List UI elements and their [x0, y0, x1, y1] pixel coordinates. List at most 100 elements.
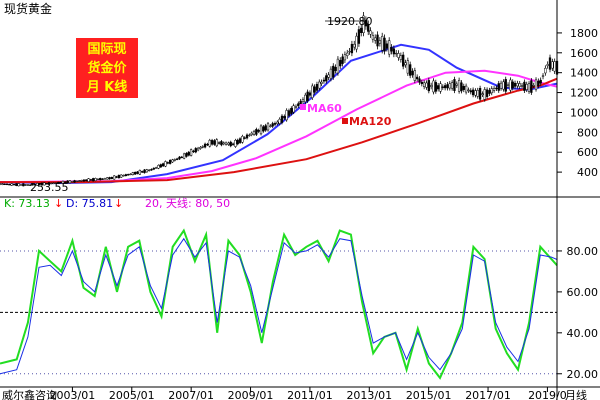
candle-body	[106, 177, 109, 180]
ma60-label: MA60	[307, 102, 342, 115]
candle-body	[483, 89, 486, 100]
candle-body	[341, 56, 344, 64]
candle-body	[224, 142, 228, 145]
candle-body	[411, 70, 414, 76]
candle-body	[462, 86, 465, 90]
candle-body	[322, 79, 326, 82]
candle-body	[413, 70, 416, 81]
candle-body	[357, 29, 361, 44]
candle-body	[248, 134, 251, 137]
candle-body	[85, 179, 88, 182]
caption-line-1: 国际现	[87, 42, 126, 57]
candle-body	[187, 151, 190, 156]
candle-body	[297, 103, 300, 107]
candle-body	[290, 108, 293, 114]
candle-body	[80, 180, 83, 182]
candle-body	[299, 100, 302, 105]
x-tick-label: 2009/01	[228, 389, 274, 400]
x-tick-label: 2019/0	[528, 389, 567, 400]
candle-body	[304, 94, 307, 103]
candle-body	[499, 82, 503, 89]
x-tick-label: 2005/01	[109, 389, 155, 400]
candle-body	[273, 123, 277, 125]
candle-body	[243, 137, 246, 139]
candle-body	[152, 167, 155, 170]
candle-body	[75, 180, 79, 183]
candle-body	[201, 146, 204, 148]
candle-body	[388, 40, 391, 55]
candle-body	[464, 85, 468, 93]
candle-body	[409, 64, 412, 76]
candle-body	[336, 58, 340, 74]
candle-body	[348, 50, 351, 53]
candle-body	[68, 180, 72, 184]
candle-body	[313, 86, 316, 93]
candle-body	[383, 37, 386, 52]
candle-body	[96, 178, 100, 181]
price-tick-label: 1600	[570, 47, 598, 60]
candle-body	[141, 171, 144, 173]
source-label: 威尔鑫咨询	[2, 388, 57, 400]
candle-body	[364, 19, 368, 27]
candle-body	[453, 79, 456, 91]
candle-body	[490, 88, 493, 94]
candle-body	[546, 64, 549, 67]
kd-tick-label: 80.00	[567, 245, 599, 258]
candle-body	[416, 76, 419, 80]
candle-body	[448, 83, 451, 89]
candle-body	[129, 173, 132, 176]
candle-body	[220, 141, 223, 146]
candle-body	[334, 66, 337, 71]
candle-body	[192, 150, 195, 153]
legend-d: D: 75.81	[66, 197, 113, 210]
candle-body	[385, 43, 389, 49]
candle-body	[194, 148, 197, 153]
candle-body	[154, 167, 158, 169]
caption-box	[76, 38, 138, 98]
candle-body	[378, 40, 382, 44]
price-tick-label: 800	[577, 126, 598, 139]
candle-body	[369, 30, 372, 35]
candle-body	[308, 92, 312, 96]
candle-body	[534, 79, 538, 90]
candle-body	[26, 184, 30, 186]
candle-body	[276, 121, 279, 125]
candle-body	[425, 82, 428, 88]
candle-body	[266, 123, 270, 131]
x-tick-label: 2013/01	[346, 389, 392, 400]
candle-body	[206, 143, 209, 146]
candle-body	[402, 54, 405, 67]
candle-body	[94, 178, 97, 181]
candle-body	[474, 90, 477, 96]
candle-body	[467, 89, 470, 91]
candle-body	[66, 180, 69, 184]
price-tick-label: 1800	[570, 27, 598, 40]
candle-body	[278, 118, 281, 124]
candle-body	[227, 142, 230, 145]
candle-body	[117, 174, 121, 179]
candle-body	[5, 183, 9, 186]
candle-body	[329, 68, 333, 79]
candle-body	[171, 159, 174, 163]
price-tick-label: 400	[577, 166, 598, 179]
candle-body	[381, 36, 384, 51]
candle-body	[92, 178, 95, 182]
candle-body	[362, 15, 365, 33]
candle-body	[509, 79, 512, 91]
candle-body	[443, 85, 447, 89]
candle-body	[418, 78, 421, 83]
candle-body	[161, 163, 165, 167]
candle-body	[31, 184, 34, 186]
candle-body	[45, 183, 48, 185]
caption-line-2: 货金价	[87, 60, 127, 76]
candle-body	[315, 84, 319, 91]
candle-body	[168, 159, 172, 164]
candle-body	[166, 162, 169, 164]
candle-body	[208, 140, 211, 147]
candle-body	[103, 178, 107, 180]
candle-body	[108, 177, 111, 180]
candle-body	[259, 125, 263, 135]
candle-body	[478, 88, 482, 100]
x-tick-label: 2017/01	[465, 389, 511, 400]
